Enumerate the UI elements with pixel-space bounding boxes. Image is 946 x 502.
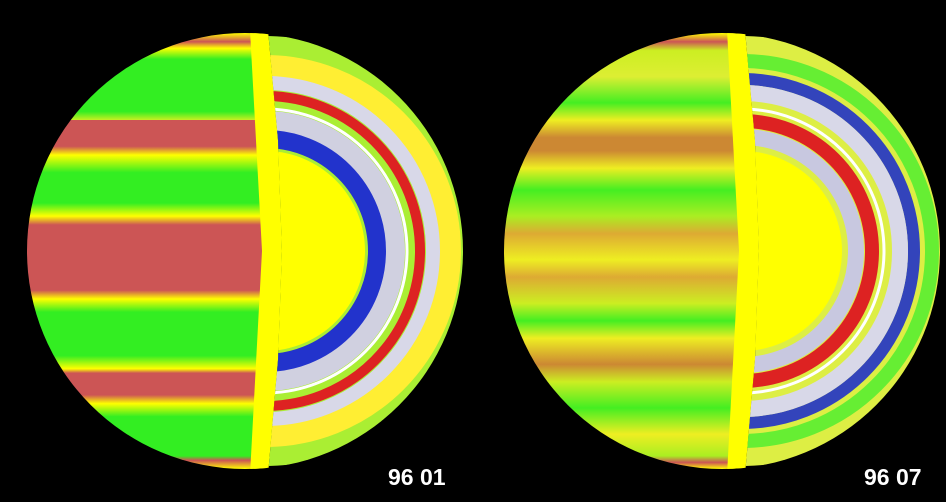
date-label: 96 01 xyxy=(388,464,446,490)
panel-left xyxy=(27,33,480,469)
panel-right xyxy=(504,33,946,469)
date-label: 96 07 xyxy=(864,464,922,490)
